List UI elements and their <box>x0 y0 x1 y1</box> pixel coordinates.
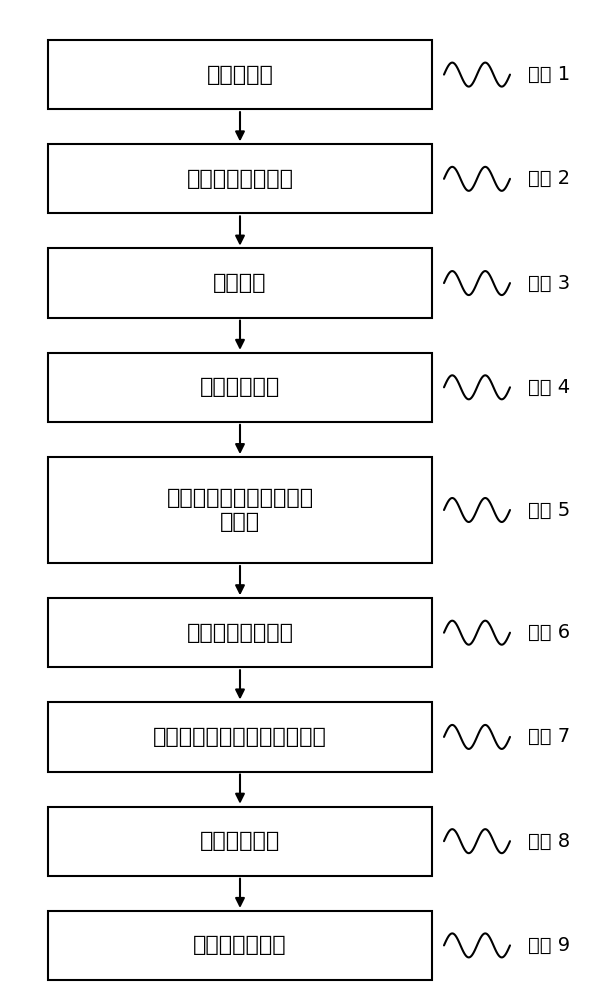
Text: 待拆除泄洪渠的两端砌筑
封堵墙: 待拆除泄洪渠的两端砌筑 封堵墙 <box>166 488 314 532</box>
Text: 步骤 3: 步骤 3 <box>528 274 570 293</box>
Text: 步骤 7: 步骤 7 <box>528 727 570 746</box>
Text: 支墩施工: 支墩施工 <box>213 273 267 293</box>
FancyBboxPatch shape <box>48 807 432 876</box>
FancyBboxPatch shape <box>48 248 432 318</box>
Text: 步骤 9: 步骤 9 <box>528 936 570 955</box>
Text: 步骤 8: 步骤 8 <box>528 832 570 851</box>
Text: 步骤 2: 步骤 2 <box>528 169 570 188</box>
FancyBboxPatch shape <box>48 911 432 980</box>
FancyBboxPatch shape <box>48 144 432 213</box>
Text: 凿除隧道基坑范围内的泄洪渠: 凿除隧道基坑范围内的泄洪渠 <box>153 727 327 747</box>
Text: 隧道工程施工: 隧道工程施工 <box>200 831 280 851</box>
FancyBboxPatch shape <box>48 702 432 772</box>
FancyBboxPatch shape <box>48 457 432 563</box>
Text: 步骤 1: 步骤 1 <box>528 65 570 84</box>
Text: 步骤 6: 步骤 6 <box>528 623 570 642</box>
Text: 安装导流钢管: 安装导流钢管 <box>200 377 280 397</box>
Text: 步骤 4: 步骤 4 <box>528 378 570 397</box>
Text: 隧道工程完成后: 隧道工程完成后 <box>193 935 287 955</box>
Text: 待拆除泄洪渠开孔: 待拆除泄洪渠开孔 <box>187 623 293 643</box>
FancyBboxPatch shape <box>48 40 432 109</box>
FancyBboxPatch shape <box>48 598 432 667</box>
Text: 逆作井施工: 逆作井施工 <box>206 65 274 85</box>
Text: 步骤 5: 步骤 5 <box>528 501 570 520</box>
FancyBboxPatch shape <box>48 353 432 422</box>
Text: 隧道基坑冠梁施工: 隧道基坑冠梁施工 <box>187 169 293 189</box>
